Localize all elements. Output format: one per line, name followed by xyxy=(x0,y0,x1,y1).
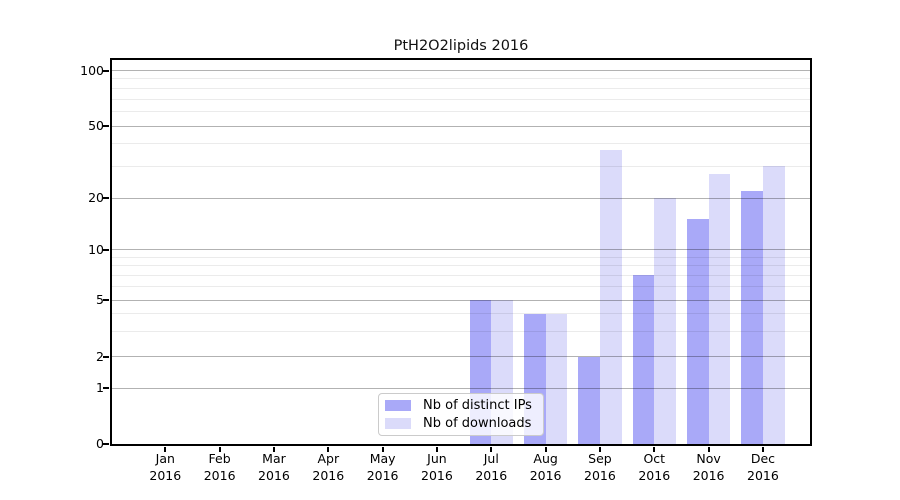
legend-label-downloads: Nb of downloads xyxy=(423,415,532,431)
x-tick-label-oct: Oct 2016 xyxy=(638,451,671,483)
y-tick-50 xyxy=(103,125,109,127)
x-tick-label-nov: Nov 2016 xyxy=(692,451,725,483)
bar-distinct-ips-dec xyxy=(741,190,763,444)
bar-distinct-ips-oct xyxy=(632,275,655,444)
bar-distinct-ips-nov xyxy=(687,219,709,444)
y-tick-5 xyxy=(103,299,109,301)
y-tick-label-5: 5 xyxy=(96,292,104,307)
x-tick-label-aug: Aug 2016 xyxy=(529,451,562,483)
x-tick-oct xyxy=(653,447,656,452)
x-tick-label-jan: Jan 2016 xyxy=(149,451,182,483)
y-tick-2 xyxy=(103,355,109,358)
y-tick-label-50: 50 xyxy=(88,118,104,133)
x-tick-feb xyxy=(218,447,221,452)
chart-title: PtH2O2lipids 2016 xyxy=(393,38,529,54)
x-tick-mar xyxy=(272,447,275,452)
x-tick-label-feb: Feb 2016 xyxy=(203,451,236,483)
y-tick-label-20: 20 xyxy=(88,190,104,205)
x-tick-jun xyxy=(435,447,438,452)
y-tick-label-10: 10 xyxy=(88,241,104,257)
legend-row-downloads: Nb of downloads xyxy=(385,416,537,431)
y-tick-10 xyxy=(103,248,109,251)
x-tick-aug xyxy=(544,447,547,452)
bar-downloads-aug xyxy=(545,313,568,444)
plot-area xyxy=(103,58,812,452)
y-tick-label-100: 100 xyxy=(80,62,104,78)
x-tick-label-mar: Mar 2016 xyxy=(258,451,290,483)
legend-swatch-distinct-ips-icon xyxy=(385,400,411,412)
x-tick-jan xyxy=(164,447,167,452)
y-tick-label-2: 2 xyxy=(96,348,104,364)
x-tick-jul xyxy=(490,447,493,452)
legend-row-distinct-ips: Nb of distinct IPs xyxy=(385,398,537,413)
y-tick-label-1: 1 xyxy=(96,380,104,395)
legend-swatch-downloads-icon xyxy=(385,417,411,429)
bar-distinct-ips-sep xyxy=(578,356,600,444)
x-tick-label-apr: Apr 2016 xyxy=(312,451,345,483)
y-tick-1 xyxy=(103,387,109,389)
y-tick-100 xyxy=(103,69,109,72)
x-tick-nov xyxy=(707,447,710,452)
x-tick-label-may: May 2016 xyxy=(366,451,399,483)
x-tick-label-sep: Sep 2016 xyxy=(584,451,616,483)
x-tick-label-jun: Jun 2016 xyxy=(421,451,453,483)
x-tick-label-dec: Dec 2016 xyxy=(747,451,779,483)
bar-downloads-oct xyxy=(654,198,676,444)
x-tick-apr xyxy=(327,447,330,452)
x-tick-sep xyxy=(598,447,601,452)
x-tick-dec xyxy=(761,447,764,452)
bars-layer xyxy=(112,60,810,444)
x-tick-may xyxy=(381,447,384,452)
y-tick-20 xyxy=(103,197,109,199)
bar-downloads-dec xyxy=(762,166,785,444)
legend: Nb of distinct IPs Nb of downloads xyxy=(378,393,544,436)
bar-downloads-sep xyxy=(599,149,622,444)
y-tick-0 xyxy=(103,443,109,445)
y-tick-label-0: 0 xyxy=(96,436,104,451)
legend-label-distinct-ips: Nb of distinct IPs xyxy=(423,398,532,414)
bar-downloads-nov xyxy=(708,174,731,444)
x-tick-label-jul: Jul 2016 xyxy=(475,451,508,483)
